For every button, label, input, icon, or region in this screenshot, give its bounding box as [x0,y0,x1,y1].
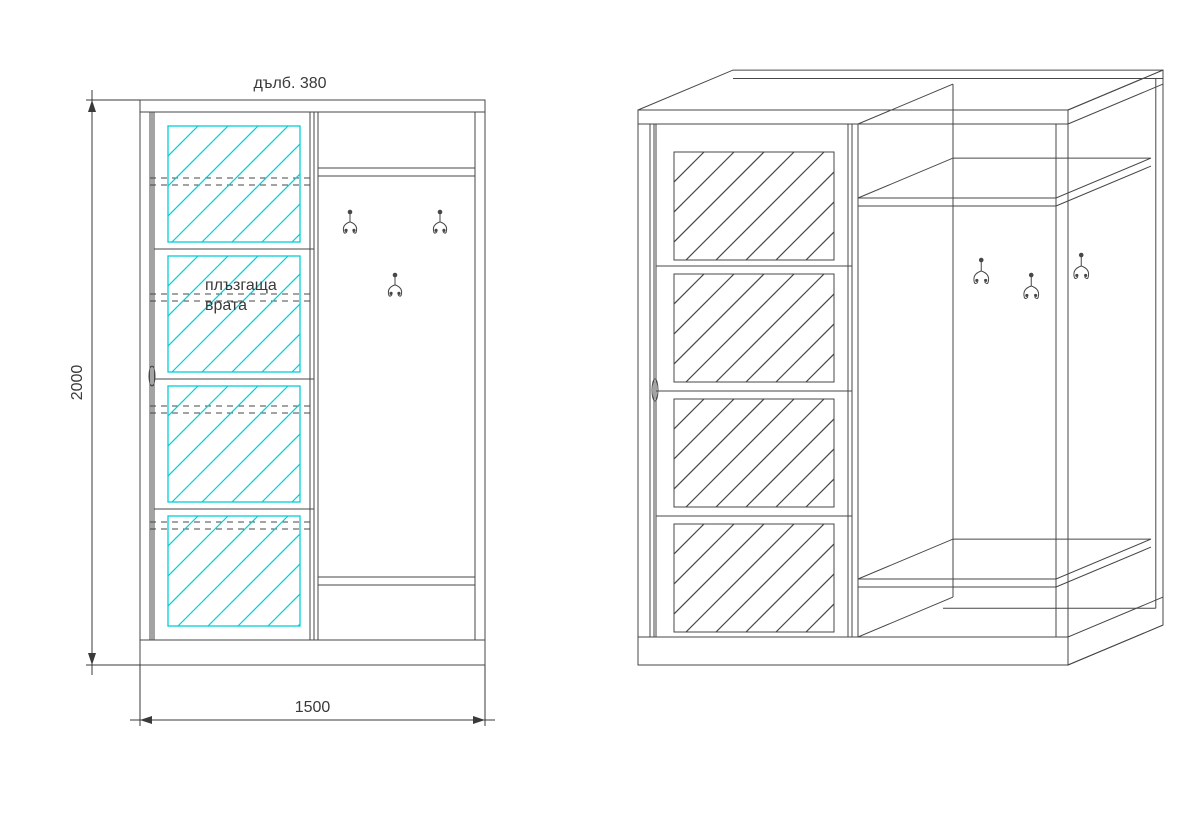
front-elevation: дълб. 380 плъзгаща врата 2000 1500 [52,75,528,726]
depth-label: дълб. 380 [253,75,326,92]
mirror-panel [674,399,834,507]
coat-hook-icon [1074,253,1089,279]
coat-hook-icon [433,210,446,233]
height-dimension: 2000 [69,365,86,401]
mirror-panel [674,152,834,260]
mirror-panel [674,274,834,382]
sliding-door-label: плъзгаща [205,277,277,294]
coat-hook-icon [343,210,356,233]
isometric-view [566,70,1163,665]
door-handle-icon [652,379,658,401]
width-dimension: 1500 [295,699,331,716]
svg-text:врата: врата [205,297,247,314]
coat-hook-icon [388,273,401,296]
coat-hook-icon [974,258,989,284]
technical-drawing: дълб. 380 плъзгаща врата 2000 1500 [0,0,1200,820]
mirror-panel [168,516,300,626]
mirror-panel [674,524,834,632]
coat-hook-icon [1024,273,1039,299]
sliding-door [154,112,314,640]
